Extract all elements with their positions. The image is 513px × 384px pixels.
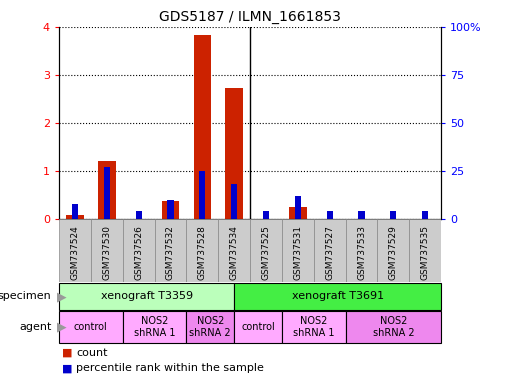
Bar bbox=[167, 200, 173, 219]
Bar bbox=[98, 161, 115, 219]
Text: xenograft T3691: xenograft T3691 bbox=[291, 291, 384, 301]
Bar bbox=[263, 211, 269, 219]
Bar bbox=[135, 211, 142, 219]
Bar bbox=[231, 184, 237, 219]
Bar bbox=[104, 167, 110, 219]
Bar bbox=[390, 211, 397, 219]
Bar bbox=[218, 219, 250, 282]
Text: ▶: ▶ bbox=[57, 290, 67, 303]
Bar bbox=[123, 219, 154, 282]
Bar bbox=[199, 171, 205, 219]
Bar bbox=[250, 219, 282, 282]
Bar bbox=[409, 219, 441, 282]
Text: control: control bbox=[241, 322, 275, 332]
Text: NOS2
shRNA 2: NOS2 shRNA 2 bbox=[372, 316, 414, 338]
Text: GSM737533: GSM737533 bbox=[357, 225, 366, 280]
Bar bbox=[327, 211, 333, 219]
Bar bbox=[59, 219, 91, 282]
Title: GDS5187 / ILMN_1661853: GDS5187 / ILMN_1661853 bbox=[159, 10, 341, 25]
Text: GSM737528: GSM737528 bbox=[198, 225, 207, 280]
Text: percentile rank within the sample: percentile rank within the sample bbox=[76, 363, 264, 373]
Bar bbox=[72, 204, 78, 219]
Bar bbox=[295, 196, 301, 219]
Text: ▶: ▶ bbox=[57, 321, 67, 333]
Bar bbox=[186, 219, 218, 282]
Text: GSM737531: GSM737531 bbox=[293, 225, 302, 280]
Bar bbox=[378, 219, 409, 282]
Text: agent: agent bbox=[19, 322, 51, 332]
Text: GSM737526: GSM737526 bbox=[134, 225, 143, 280]
Text: count: count bbox=[76, 348, 107, 358]
Bar bbox=[162, 201, 179, 219]
Text: GSM737529: GSM737529 bbox=[389, 225, 398, 280]
Text: ■: ■ bbox=[62, 348, 72, 358]
Text: GSM737532: GSM737532 bbox=[166, 225, 175, 280]
Text: GSM737525: GSM737525 bbox=[262, 225, 270, 280]
Bar bbox=[91, 219, 123, 282]
Text: GSM737527: GSM737527 bbox=[325, 225, 334, 280]
Bar bbox=[422, 211, 428, 219]
Bar bbox=[346, 219, 378, 282]
Text: GSM737535: GSM737535 bbox=[421, 225, 430, 280]
Text: GSM737534: GSM737534 bbox=[230, 225, 239, 280]
Text: specimen: specimen bbox=[0, 291, 51, 301]
Text: xenograft T3359: xenograft T3359 bbox=[101, 291, 193, 301]
Text: NOS2
shRNA 1: NOS2 shRNA 1 bbox=[293, 316, 334, 338]
Bar bbox=[289, 207, 307, 219]
Bar bbox=[193, 35, 211, 219]
Text: GSM737524: GSM737524 bbox=[70, 225, 80, 280]
Bar bbox=[66, 215, 84, 219]
Text: NOS2
shRNA 1: NOS2 shRNA 1 bbox=[134, 316, 175, 338]
Text: ■: ■ bbox=[62, 363, 72, 373]
Bar bbox=[282, 219, 314, 282]
Text: control: control bbox=[74, 322, 108, 332]
Bar bbox=[314, 219, 346, 282]
Text: GSM737530: GSM737530 bbox=[102, 225, 111, 280]
Bar bbox=[225, 88, 243, 219]
Bar bbox=[154, 219, 186, 282]
Text: NOS2
shRNA 2: NOS2 shRNA 2 bbox=[189, 316, 231, 338]
Bar bbox=[359, 211, 365, 219]
